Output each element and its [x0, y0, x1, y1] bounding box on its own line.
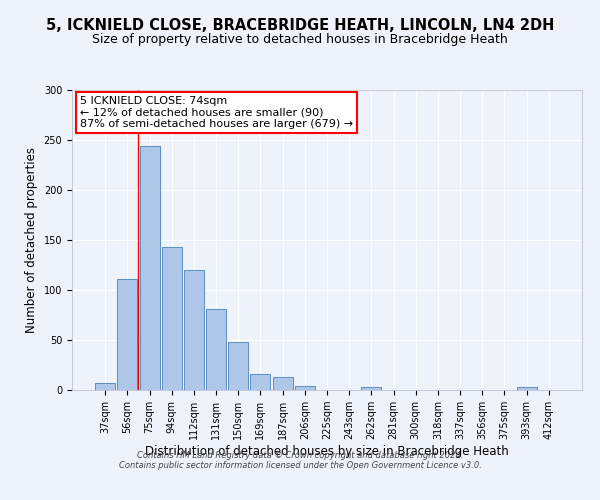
Bar — [118, 279, 137, 390]
Bar — [140, 146, 160, 390]
Text: Contains HM Land Registry data © Crown copyright and database right 2024.: Contains HM Land Registry data © Crown c… — [137, 450, 463, 460]
Text: Contains public sector information licensed under the Open Government Licence v3: Contains public sector information licen… — [119, 460, 481, 469]
Bar — [95, 383, 115, 390]
Y-axis label: Number of detached properties: Number of detached properties — [25, 147, 38, 333]
Text: 5 ICKNIELD CLOSE: 74sqm
← 12% of detached houses are smaller (90)
87% of semi-de: 5 ICKNIELD CLOSE: 74sqm ← 12% of detache… — [80, 96, 353, 129]
Text: Size of property relative to detached houses in Bracebridge Heath: Size of property relative to detached ho… — [92, 32, 508, 46]
Bar — [228, 342, 248, 390]
Bar — [272, 377, 293, 390]
Bar — [162, 247, 182, 390]
Bar — [361, 387, 382, 390]
X-axis label: Distribution of detached houses by size in Bracebridge Heath: Distribution of detached houses by size … — [145, 445, 509, 458]
Bar — [295, 386, 315, 390]
Text: 5, ICKNIELD CLOSE, BRACEBRIDGE HEATH, LINCOLN, LN4 2DH: 5, ICKNIELD CLOSE, BRACEBRIDGE HEATH, LI… — [46, 18, 554, 32]
Bar — [206, 309, 226, 390]
Bar — [517, 387, 536, 390]
Bar — [184, 270, 204, 390]
Bar — [250, 374, 271, 390]
